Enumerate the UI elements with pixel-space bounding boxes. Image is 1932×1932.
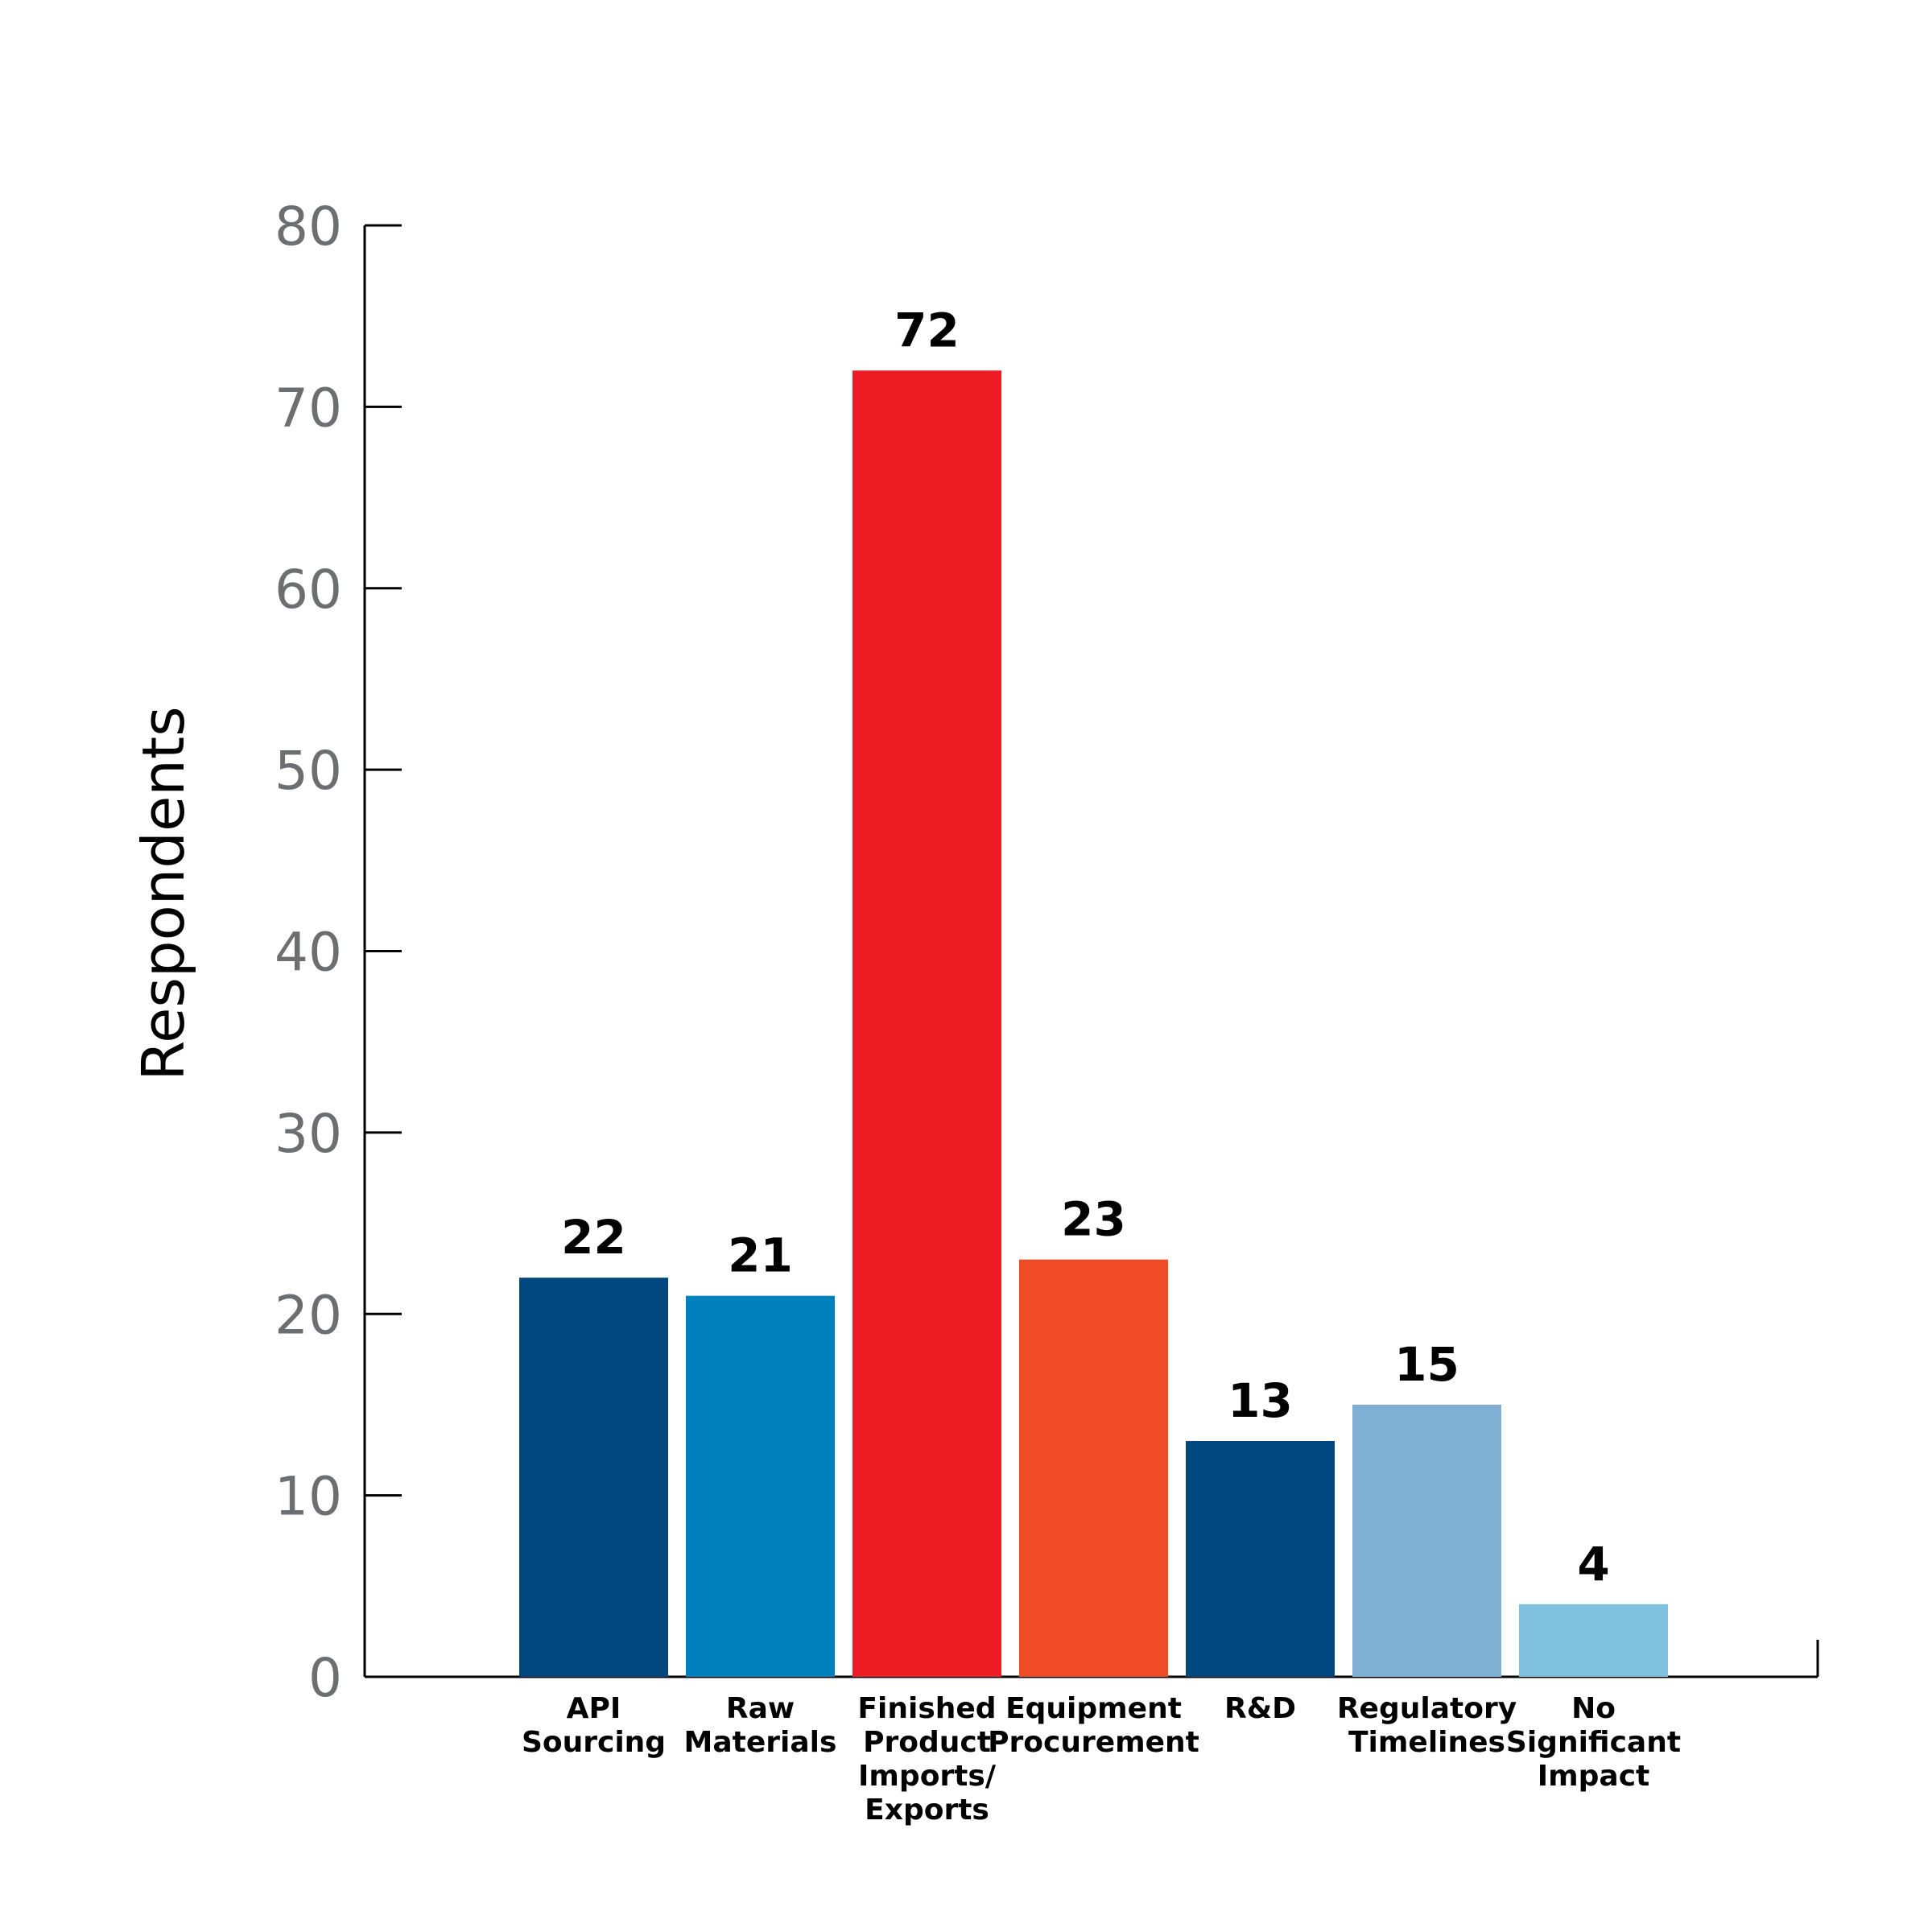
category-label-line: Significant <box>1506 1726 1681 1759</box>
bar <box>1352 1404 1501 1677</box>
y-axis-label: Respondents <box>130 706 197 1080</box>
bar <box>1186 1441 1335 1677</box>
data-label: 21 <box>728 1228 793 1283</box>
data-label: 13 <box>1228 1373 1293 1428</box>
data-label: 72 <box>894 303 960 357</box>
y-tick-label: 0 <box>308 1647 342 1709</box>
category-label: Finished Product Imports/Exports <box>857 1692 996 1827</box>
bar <box>1019 1259 1168 1677</box>
y-tick-label: 10 <box>275 1466 342 1528</box>
data-labels: 22 21 72 23 13 15 4 <box>561 303 1610 1591</box>
bar <box>519 1278 668 1677</box>
category-label-line: Raw <box>726 1692 795 1725</box>
category-label-line: Sourcing <box>522 1726 666 1759</box>
data-label: 22 <box>561 1210 626 1265</box>
category-label-line: Materials <box>684 1726 837 1759</box>
y-tick-label: 20 <box>275 1284 342 1346</box>
y-tick-label: 60 <box>275 559 342 621</box>
y-tick-label: 30 <box>275 1103 342 1165</box>
y-tick-label: 70 <box>275 377 342 439</box>
data-label: 4 <box>1577 1537 1609 1591</box>
category-label-line: API <box>567 1692 621 1725</box>
category-label-line: Regulatory <box>1337 1692 1517 1725</box>
category-label: API Sourcing <box>522 1692 666 1759</box>
category-label-line: Procurement <box>988 1726 1199 1759</box>
y-tick-label: 40 <box>275 922 342 984</box>
bar <box>852 370 1001 1677</box>
category-label-line: Imports/ <box>858 1760 997 1793</box>
category-label: No Significant Impact <box>1506 1692 1681 1793</box>
bar <box>686 1295 835 1677</box>
category-label-line: Timelines <box>1348 1726 1505 1759</box>
category-label: Regulatory Timelines <box>1337 1692 1517 1759</box>
y-tick-label: 80 <box>275 196 342 258</box>
category-label-line: Impact <box>1538 1760 1650 1793</box>
y-tick-label: 50 <box>275 740 342 802</box>
category-label-line: R&D <box>1224 1692 1296 1725</box>
category-label: Equipment Procurement <box>988 1692 1199 1759</box>
category-label: R&D <box>1224 1692 1296 1725</box>
bar <box>1519 1604 1668 1677</box>
category-label-line: Product <box>863 1726 991 1759</box>
data-label: 15 <box>1394 1337 1459 1392</box>
category-label-line: Finished <box>857 1692 996 1725</box>
category-label-line: No <box>1571 1692 1616 1725</box>
data-label: 23 <box>1061 1192 1126 1247</box>
category-label: Raw Materials <box>684 1692 837 1759</box>
category-label-line: Exports <box>865 1794 989 1827</box>
category-label-line: Equipment <box>1005 1692 1182 1725</box>
bars <box>519 370 1668 1677</box>
y-axis-ticks: 0 10 20 30 40 50 60 70 80 <box>275 196 402 1709</box>
